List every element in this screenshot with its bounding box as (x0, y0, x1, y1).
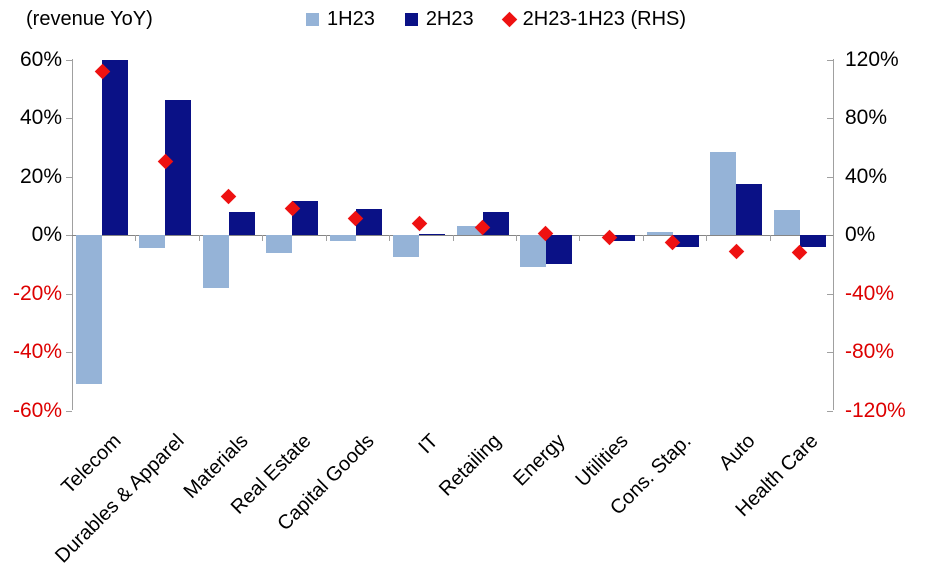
right-axis-tick-label: 40% (845, 164, 888, 188)
chart-title: (revenue YoY) (26, 8, 153, 30)
left-axis-tick (66, 352, 72, 353)
right-axis-tick-label: 80% (845, 106, 888, 129)
x-axis-category-tick (769, 235, 771, 241)
diff-diamond-2 (221, 189, 237, 205)
right-axis-tick (827, 410, 833, 412)
bar-2h23-2 (228, 211, 255, 235)
right-axis-tick-label: 120% (845, 47, 899, 71)
legend-item-2h23: 2H23 (404, 8, 474, 31)
diff-diamond-11 (791, 244, 808, 261)
x-axis-category-tick (515, 235, 517, 241)
left-axis-tick-label: 40% (19, 106, 62, 129)
legend-label-1h23: 1H23 (327, 8, 375, 30)
bar-1h23-10 (710, 151, 737, 235)
diff-diamond-8 (601, 230, 618, 246)
left-axis-tick-label: 60% (19, 47, 62, 71)
legend-item-1h23: 1H23 (306, 8, 375, 31)
left-axis-tick (66, 235, 72, 236)
bar-2h23-7 (545, 235, 572, 265)
bar-1h23-0 (76, 235, 102, 385)
left-axis-tick (66, 293, 72, 295)
left-axis-tick-label: -40% (12, 340, 62, 363)
bar-1h23-9 (646, 232, 673, 235)
right-axis-line (833, 59, 834, 410)
left-axis-tick (66, 410, 72, 412)
x-axis-category-tick (135, 235, 137, 241)
left-axis-tick (66, 176, 72, 178)
bar-1h23-1 (139, 235, 166, 249)
legend-label-diff: 2H23-1H23 (RHS) (522, 8, 687, 30)
legend-item-diff: 2H23-1H23 (RHS) (501, 8, 687, 31)
x-axis-category-tick (706, 235, 708, 241)
legend: 1H23 2H23 2H23-1H23 (RHS) (306, 8, 686, 31)
x-axis-category-tick (198, 235, 200, 241)
bar-1h23-2 (202, 235, 229, 288)
legend-label-2h23: 2H23 (425, 8, 474, 30)
bar-2h23-4 (355, 208, 382, 235)
legend-square-1h23-icon (306, 13, 319, 26)
right-axis-tick (827, 352, 833, 353)
left-axis-tick-label: -60% (12, 398, 62, 422)
bar-1h23-7 (519, 235, 546, 268)
x-axis-category-tick (579, 235, 581, 241)
bar-2h23-9 (672, 235, 699, 247)
bar-2h23-0 (102, 59, 128, 235)
x-axis-category-tick (389, 235, 391, 241)
right-axis-tick (827, 59, 833, 61)
left-axis-line (72, 59, 73, 410)
left-axis-tick-label: -20% (12, 281, 62, 305)
x-axis-category-tick (642, 235, 644, 241)
bar-1h23-5 (393, 235, 420, 257)
x-axis-category-tick (452, 235, 454, 241)
left-axis-tick-label: 20% (19, 164, 62, 188)
left-axis-tick (66, 118, 72, 119)
x-axis-category-tick (262, 235, 264, 241)
bar-2h23-5 (419, 233, 446, 235)
bar-2h23-1 (165, 100, 192, 235)
left-axis-tick-label: 0% (31, 223, 62, 246)
right-axis-tick (827, 293, 833, 295)
legend-square-2h23-icon (404, 13, 418, 26)
left-axis-tick (66, 59, 72, 61)
bar-2h23-11 (799, 235, 826, 247)
right-axis-tick-label: -120% (845, 398, 906, 422)
diff-diamond-10 (728, 243, 744, 259)
bar-1h23-6 (456, 226, 483, 235)
right-axis-tick-label: 0% (845, 223, 876, 246)
bar-1h23-3 (266, 235, 293, 253)
right-axis-tick-label: -40% (845, 281, 895, 305)
legend-diamond-icon (501, 11, 517, 28)
bar-1h23-11 (773, 210, 800, 235)
right-axis-tick (827, 176, 833, 178)
bar-2h23-10 (736, 183, 763, 235)
bar-1h23-4 (329, 235, 356, 241)
bar-2h23-6 (482, 211, 509, 235)
right-axis-tick-label: -80% (845, 340, 895, 363)
right-axis-tick (827, 118, 833, 119)
bar-2h23-8 (609, 235, 636, 241)
diff-diamond-5 (411, 215, 427, 232)
x-axis-category-tick (325, 235, 327, 241)
